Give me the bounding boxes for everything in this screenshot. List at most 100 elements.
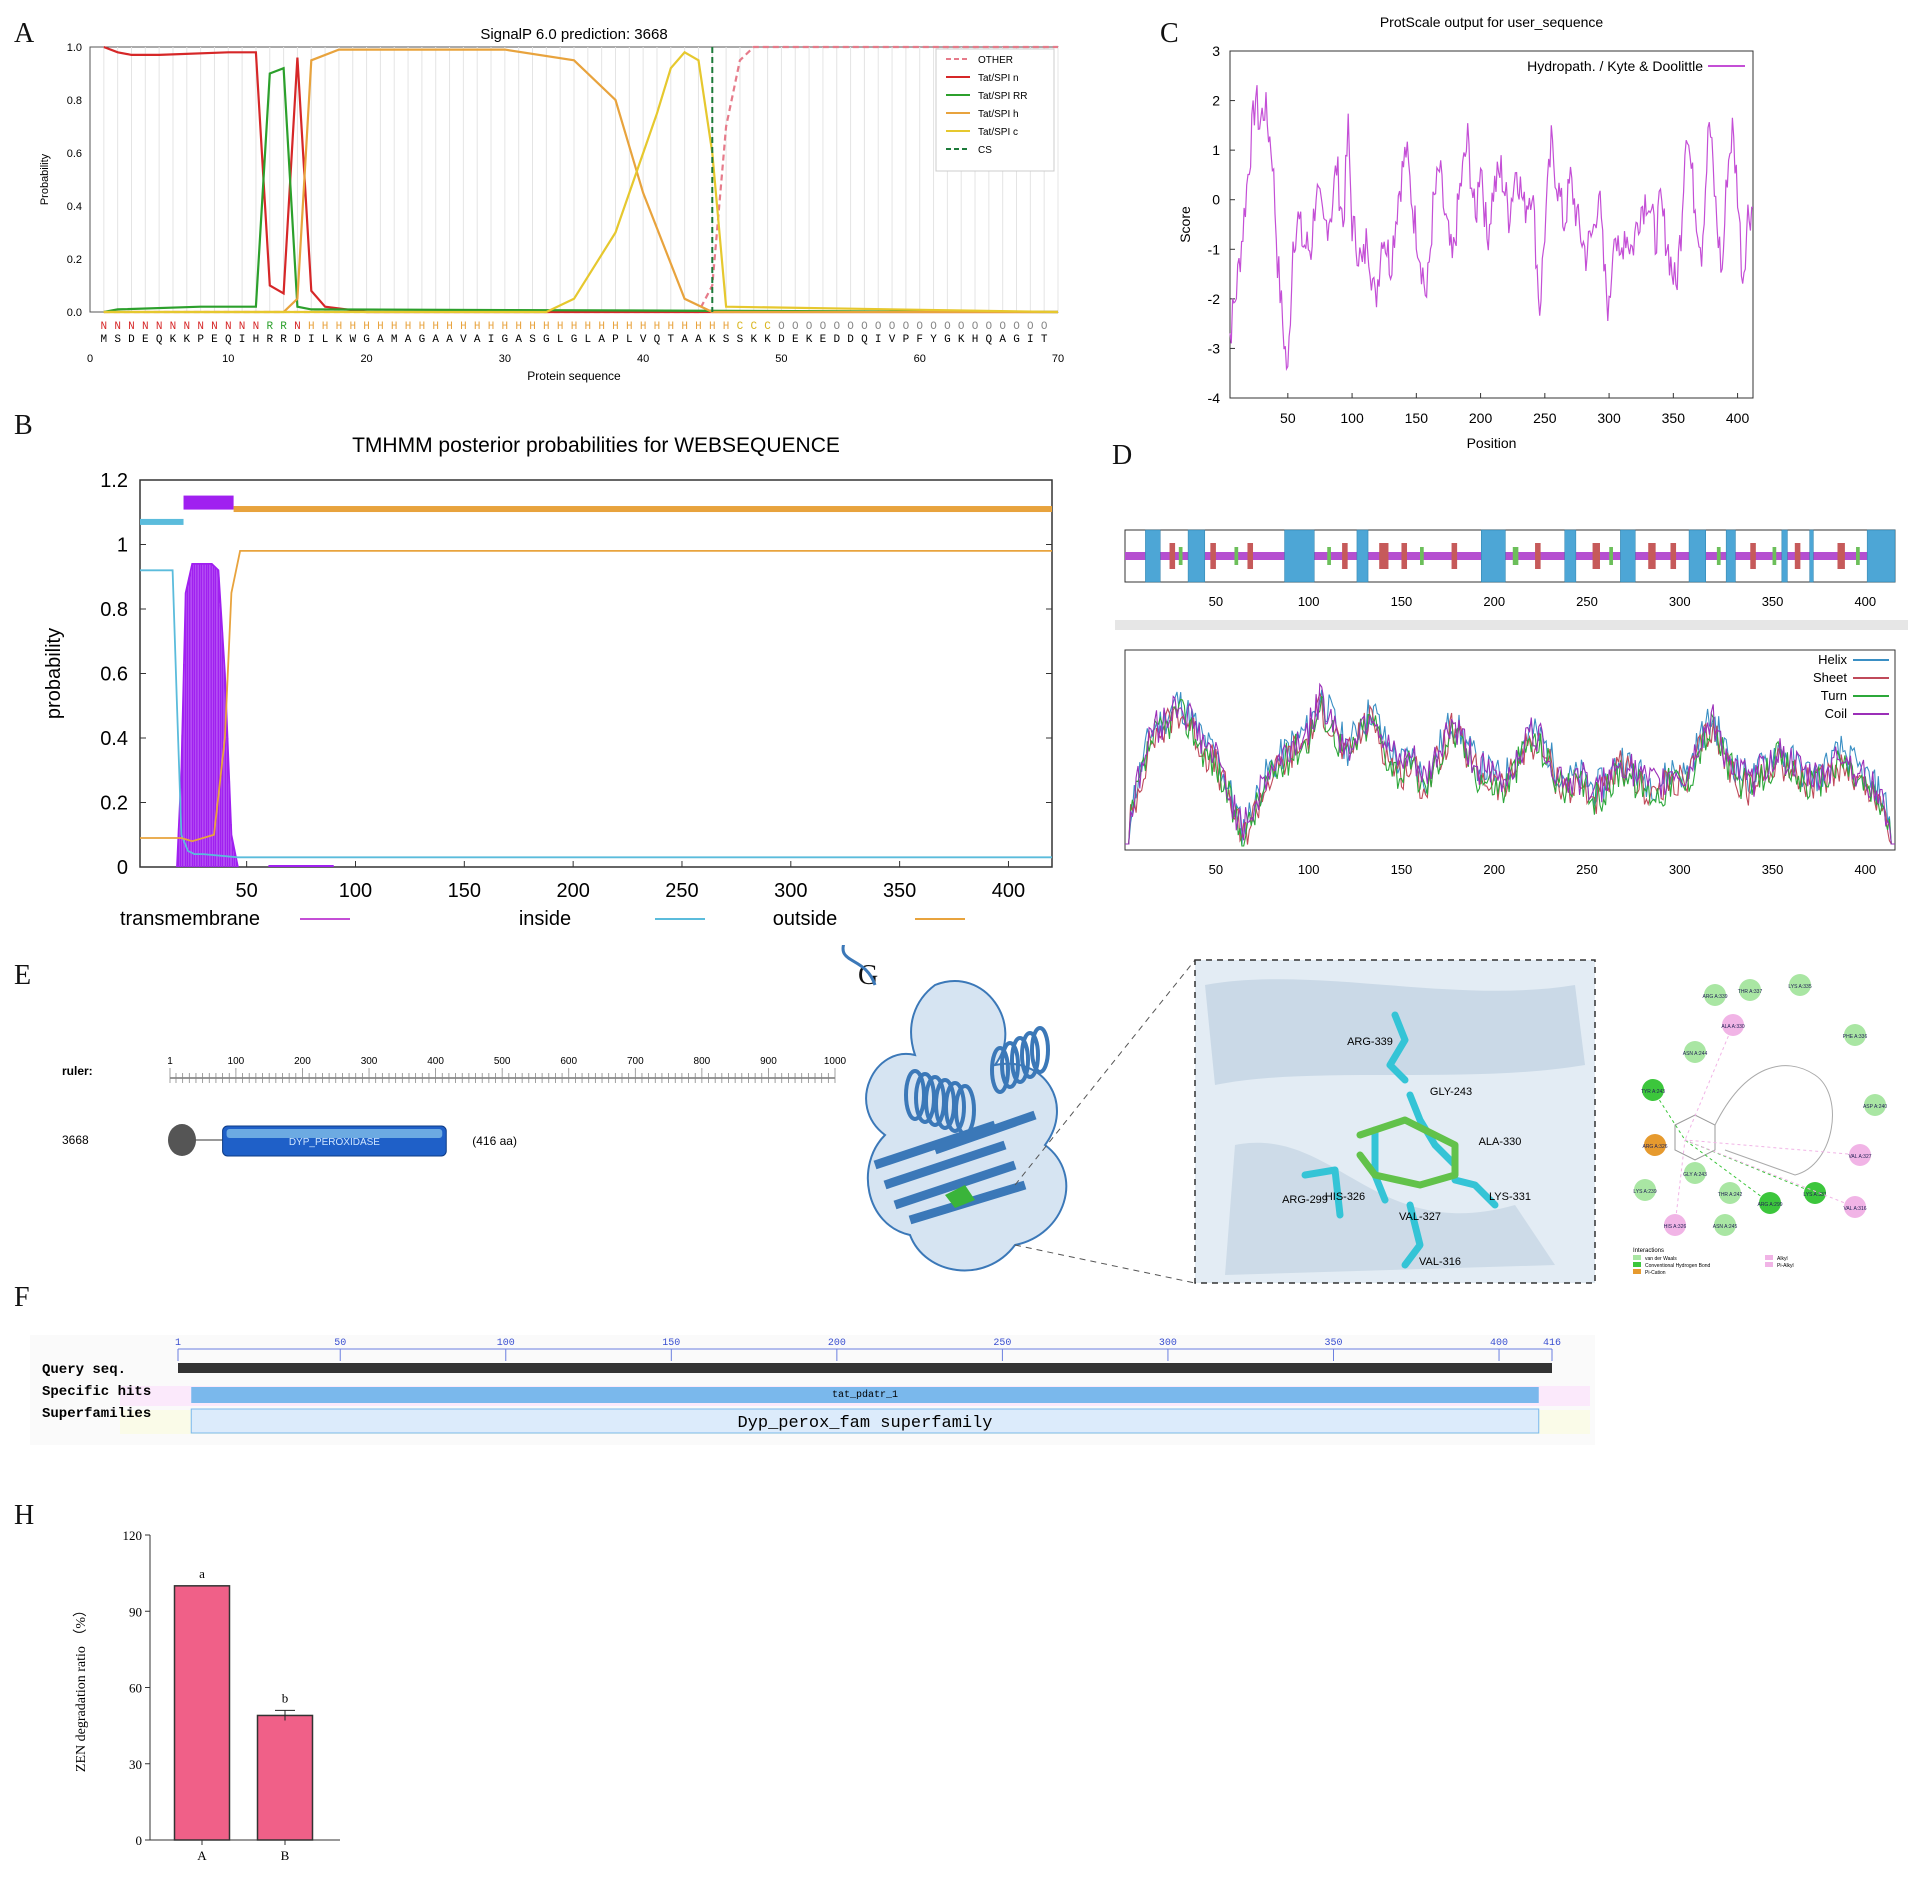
legend-label: van der Waals — [1645, 1256, 1677, 1262]
interaction-line — [1674, 1139, 1686, 1226]
residue-node-label: ASN A:245 — [1713, 1224, 1738, 1230]
query-tick-label: 100 — [497, 1338, 515, 1349]
residue-node-label: ARG A:326 — [1642, 1144, 1667, 1150]
turn-block — [1420, 547, 1424, 565]
x-tick-label: 0 — [87, 353, 93, 365]
region-letter: C — [750, 321, 757, 333]
residue-node — [1634, 1179, 1656, 1201]
y-tick-label: 0.4 — [100, 728, 128, 750]
ruler-label: ruler: — [62, 1064, 93, 1078]
protscale-chart: ProtScale output for user_sequence -4 -3 -2… — [1177, 14, 1754, 450]
x-tick-label: A — [197, 1848, 207, 1863]
helix-coil — [934, 1078, 956, 1130]
y-tick-label: -4 — [1208, 390, 1221, 406]
legend-label: Pi-Alkyl — [1777, 1263, 1794, 1269]
residue-letter: Q — [156, 334, 163, 346]
region-letter: H — [363, 321, 370, 333]
helix-block — [1809, 529, 1814, 583]
helix-coil — [1020, 1031, 1040, 1079]
y-tick-label: 1.2 — [100, 470, 128, 492]
hydropathy-line — [1229, 85, 1754, 371]
significance-label: a — [199, 1566, 205, 1581]
ruler-tick-label: 1000 — [824, 1056, 847, 1067]
residue-letter: S — [114, 334, 121, 346]
y-tick-label: -1 — [1208, 241, 1221, 257]
series-line-transmembrane — [176, 563, 239, 868]
helix-coil — [924, 1075, 946, 1127]
interaction-line — [1684, 1139, 1816, 1194]
region-letter: O — [1013, 321, 1020, 333]
sheet-block — [1342, 543, 1348, 569]
legend-label: inside — [519, 908, 571, 930]
x-axis-label: Protein sequence — [527, 369, 621, 383]
region-letter: O — [903, 321, 910, 333]
region-letter: H — [585, 321, 592, 333]
turn-block — [1234, 547, 1239, 565]
residue-letter: S — [737, 334, 744, 346]
residue-letter: K — [170, 334, 177, 346]
residue-letter: V — [640, 334, 647, 346]
residue-stick — [1451, 1176, 1499, 1209]
residue-letter: Q — [225, 334, 232, 346]
sheet-block — [1837, 543, 1845, 569]
residue-letter: L — [557, 334, 564, 346]
region-letter: O — [778, 321, 785, 333]
sheet-block — [1648, 543, 1656, 569]
x-tick-label: 30 — [499, 353, 511, 365]
ligand-marker — [945, 1185, 975, 1208]
region-letter: N — [128, 321, 135, 333]
query-tick-label: 150 — [662, 1338, 680, 1349]
x-tick-label: 400 — [1854, 862, 1876, 877]
region-letter: H — [571, 321, 578, 333]
region-letter: O — [999, 321, 1006, 333]
query-tick-label: 400 — [1490, 1338, 1508, 1349]
helix-coil — [1030, 1026, 1050, 1074]
region-letter: O — [944, 321, 951, 333]
residue-letter: I — [308, 334, 315, 346]
region-letter: H — [557, 321, 564, 333]
helix-block — [1725, 529, 1736, 583]
legend-label: Tat/SPI RR — [978, 91, 1027, 102]
divider-band — [1115, 620, 1908, 630]
residue-node — [1739, 979, 1761, 1001]
residue-letter: G — [1013, 334, 1020, 346]
residue-letter: H — [972, 334, 979, 346]
zoom-line — [1014, 959, 1196, 1186]
residue-letter: K — [336, 334, 343, 346]
series-line-1 — [103, 45, 1058, 314]
region-letter: H — [502, 321, 509, 333]
legend-label: Turn — [1821, 688, 1847, 703]
residue-letter: E — [211, 334, 218, 346]
residue-letter: V — [460, 334, 467, 346]
x-tick-label: 350 — [883, 880, 916, 902]
residue-letter: L — [585, 334, 592, 346]
legend-label: Alkyl — [1777, 1256, 1788, 1262]
residue-label: GLY-243 — [1430, 1086, 1472, 1098]
sheet-block — [1169, 543, 1176, 569]
region-letter: O — [958, 321, 965, 333]
region-letter: H — [626, 321, 633, 333]
residue-node — [1844, 1196, 1866, 1218]
y-tick-label: 0.4 — [67, 201, 82, 213]
y-tick-label: 0.8 — [100, 599, 128, 621]
profile-line-Coil — [1125, 682, 1895, 845]
residue-stick — [1356, 1116, 1459, 1189]
x-tick-label: 150 — [1391, 862, 1413, 877]
signalp-chart: SignalP 6.0 prediction: 3668 0.0 0.2 0.4 0.6… — [39, 26, 1064, 383]
residue-letter: A — [695, 334, 702, 346]
residue-stick — [1301, 1166, 1344, 1219]
beta-strand — [893, 1160, 1017, 1210]
x-tick-label: 50 — [1280, 410, 1296, 426]
helix-block — [1356, 529, 1369, 583]
residue-letter: D — [833, 334, 840, 346]
y-tick-label: 2 — [1212, 93, 1220, 109]
superfamily-bar — [190, 1408, 1540, 1434]
y-tick-label: 1.0 — [67, 42, 82, 54]
region-letter: H — [543, 321, 550, 333]
x-tick-label: 400 — [992, 880, 1025, 902]
ruler-tick-label: 1 — [167, 1056, 173, 1067]
panel-label-a: A — [14, 18, 35, 49]
ruler-tick-label: 500 — [494, 1056, 511, 1067]
region-letter: H — [377, 321, 384, 333]
panel-label-e: E — [14, 960, 32, 991]
